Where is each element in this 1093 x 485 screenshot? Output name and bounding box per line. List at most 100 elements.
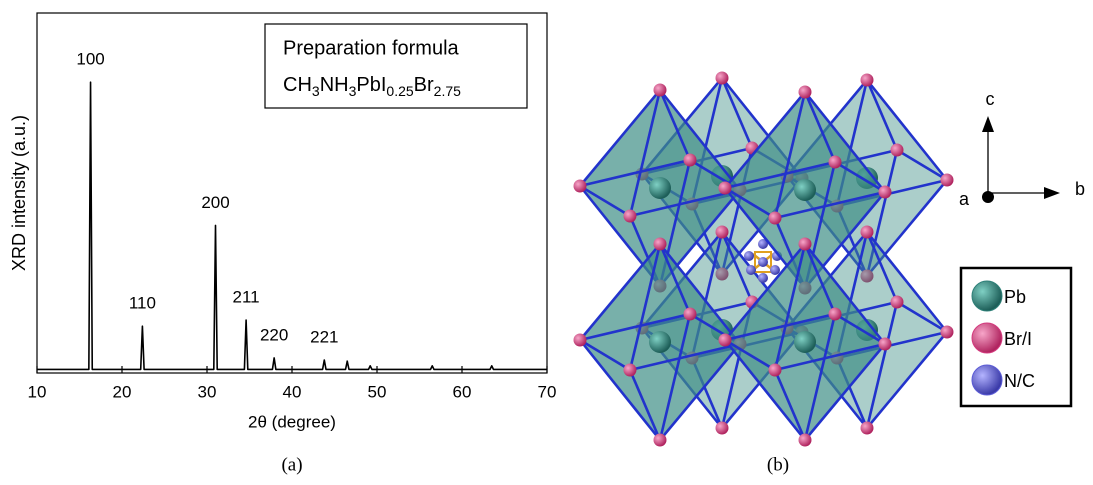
caption: (a) (281, 454, 302, 475)
bond (628, 243, 662, 371)
bond (689, 158, 741, 192)
octahedron-face (787, 80, 897, 176)
halide-atom (573, 333, 587, 347)
molecule-atom (746, 265, 756, 275)
bond (803, 313, 837, 441)
bond (659, 343, 741, 441)
bond (641, 146, 753, 176)
pb-atom (649, 331, 671, 353)
halide-atom (860, 421, 874, 435)
bond (659, 189, 741, 287)
bond (865, 79, 949, 181)
octahedron-face (580, 90, 660, 216)
x-tick-label: 20 (113, 382, 132, 401)
halide-atom (860, 73, 874, 87)
halide-atom (768, 211, 782, 225)
octahedron-face (642, 232, 752, 328)
formula-subscript: 3 (349, 83, 357, 99)
x-axis-title: 2θ (degree) (248, 412, 336, 431)
legend-box (264, 23, 528, 109)
halide-atom (798, 433, 812, 447)
molecule-atom (758, 273, 768, 283)
octahedron-face (722, 302, 802, 428)
peak-label: 221 (310, 328, 338, 347)
bond (835, 231, 869, 359)
bond (803, 243, 887, 345)
octahedron-face (630, 344, 740, 440)
formula-part: CH (283, 74, 312, 96)
formula-part: PbI (356, 74, 386, 96)
bond (723, 187, 807, 289)
bond (720, 77, 754, 149)
arrow-head (982, 116, 994, 132)
bond (803, 243, 837, 315)
peak-label: 211 (233, 288, 260, 307)
octahedron-face (837, 332, 947, 428)
halide-atom (768, 363, 782, 377)
halide-atom (878, 337, 892, 351)
bond (786, 231, 868, 329)
crystal-structure (573, 71, 954, 447)
bond (578, 339, 662, 441)
bond (720, 301, 754, 429)
halide-atom (733, 183, 747, 197)
halide-atom (715, 71, 729, 85)
bond (641, 300, 753, 330)
bond (786, 148, 898, 178)
octahedron-face (630, 190, 740, 286)
halide-atom (798, 281, 812, 295)
octahedron-face (580, 244, 690, 340)
bond (865, 231, 949, 333)
x-tick-label: 60 (453, 382, 472, 401)
pb-atom (794, 179, 816, 201)
halide-atom (940, 325, 954, 339)
bond (641, 231, 723, 329)
formula-part: Br (414, 74, 434, 96)
octahedron-face (725, 244, 805, 370)
halide-atom (798, 85, 812, 99)
halide-atom (798, 237, 812, 251)
bond (658, 89, 692, 161)
bond (724, 160, 836, 190)
bond (834, 160, 886, 194)
halide-atom (573, 179, 587, 193)
bond (578, 185, 662, 287)
bond (724, 186, 776, 220)
octahedron-face (805, 162, 885, 288)
octahedron-face (580, 244, 660, 370)
halide-atom (653, 83, 667, 97)
bond (579, 243, 661, 341)
bond (773, 243, 807, 371)
arrow-head (1044, 187, 1060, 199)
octahedron-face (725, 92, 805, 218)
halide-atom (683, 153, 697, 167)
y-axis-title: XRD intensity (a.u.) (9, 115, 29, 271)
bond (803, 91, 837, 163)
bond (720, 231, 754, 303)
octahedron-face (580, 90, 690, 186)
halide-atom (623, 209, 637, 223)
legend-label: Pb (1004, 287, 1026, 307)
bond (579, 312, 691, 342)
octahedron-face (867, 302, 947, 428)
bond (579, 158, 691, 188)
peak-label: 220 (260, 325, 288, 344)
halide-atom (860, 269, 874, 283)
peak-label: 200 (201, 193, 229, 212)
bond (865, 301, 899, 429)
octahedron-face (775, 192, 885, 288)
bond (690, 203, 724, 275)
octahedron-face (660, 314, 740, 440)
bond (803, 161, 837, 289)
octahedron-face (805, 314, 885, 440)
octahedron-face (725, 244, 835, 340)
bond (721, 177, 803, 275)
octahedron-face (692, 178, 802, 274)
halide-atom (653, 279, 667, 293)
bond (774, 342, 886, 372)
peak-label: 100 (76, 50, 104, 69)
bond (834, 312, 886, 346)
bond (803, 91, 887, 193)
bond (579, 338, 631, 372)
